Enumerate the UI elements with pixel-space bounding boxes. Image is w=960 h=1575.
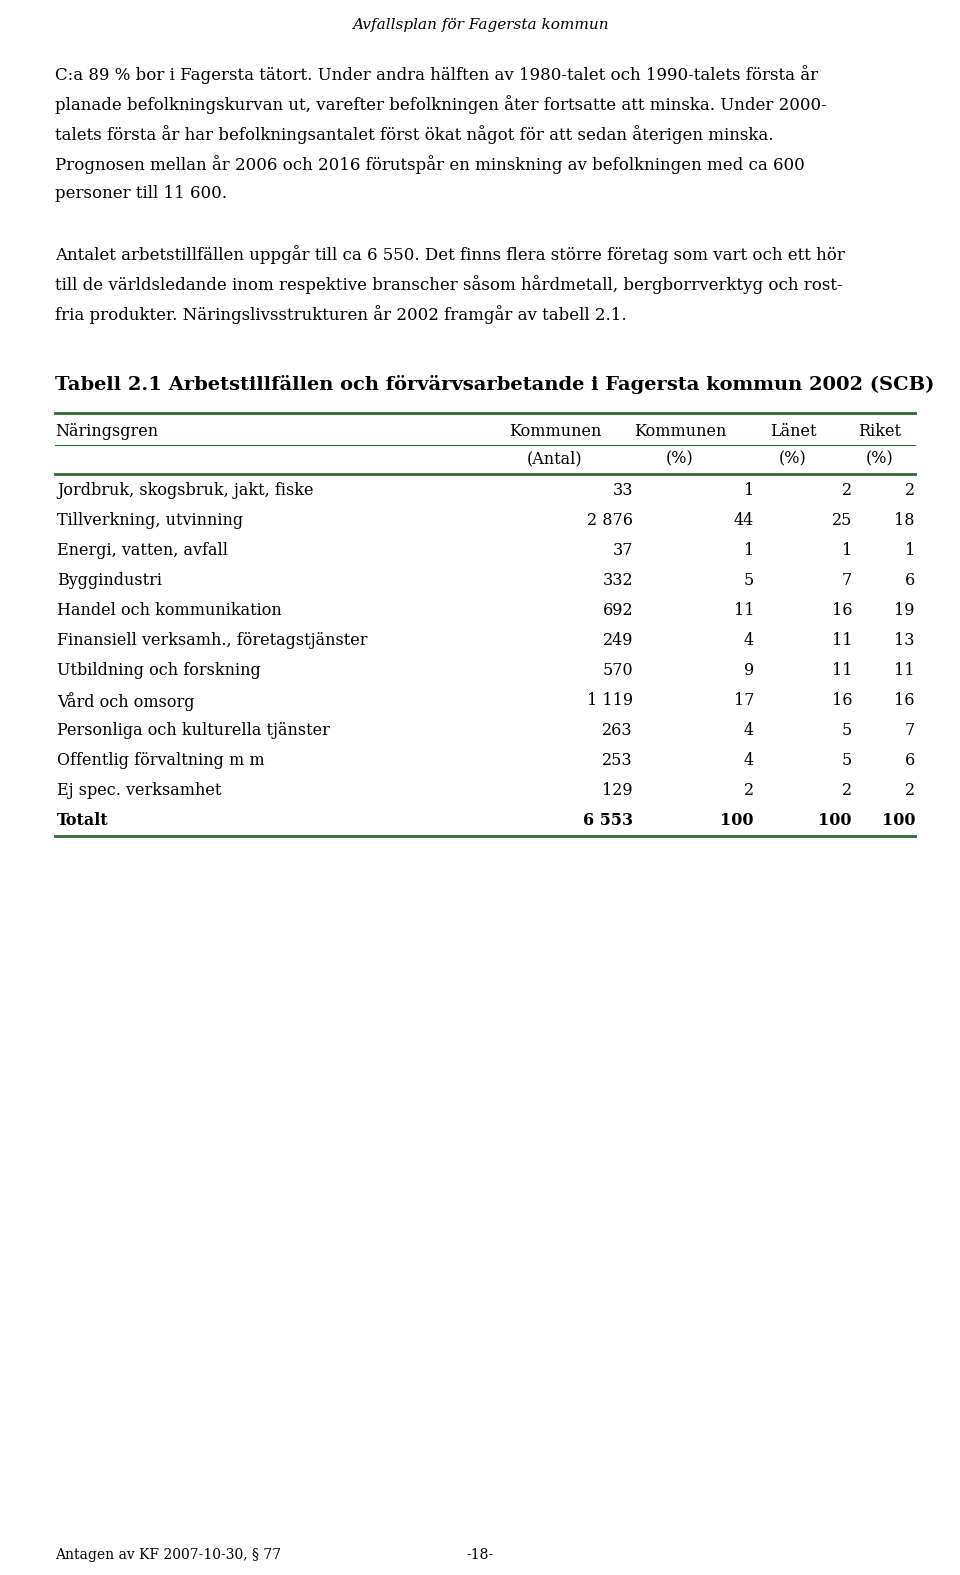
- Text: Kommunen: Kommunen: [634, 424, 726, 439]
- Text: 16: 16: [831, 691, 852, 709]
- Text: 6: 6: [904, 572, 915, 589]
- Text: 16: 16: [831, 602, 852, 619]
- Text: planade befolkningskurvan ut, varefter befolkningen åter fortsatte att minska. U: planade befolkningskurvan ut, varefter b…: [55, 94, 827, 113]
- Text: Personliga och kulturella tjänster: Personliga och kulturella tjänster: [57, 721, 330, 739]
- Text: 4: 4: [744, 751, 754, 769]
- Text: Byggindustri: Byggindustri: [57, 572, 162, 589]
- Text: 1: 1: [744, 482, 754, 499]
- Text: 11: 11: [895, 662, 915, 679]
- Text: 5: 5: [842, 751, 852, 769]
- Text: 44: 44: [733, 512, 754, 529]
- Text: (%): (%): [666, 450, 694, 468]
- Text: 253: 253: [602, 751, 633, 769]
- Text: Vård och omsorg: Vård och omsorg: [57, 691, 195, 710]
- Text: (Antal): (Antal): [527, 450, 583, 468]
- Text: 570: 570: [602, 662, 633, 679]
- Text: 249: 249: [603, 632, 633, 649]
- Text: Energi, vatten, avfall: Energi, vatten, avfall: [57, 542, 228, 559]
- Text: 25: 25: [831, 512, 852, 529]
- Text: 11: 11: [831, 632, 852, 649]
- Text: Riket: Riket: [858, 424, 901, 439]
- Text: 7: 7: [904, 721, 915, 739]
- Text: 1: 1: [842, 542, 852, 559]
- Text: 2: 2: [905, 482, 915, 499]
- Text: 6: 6: [904, 751, 915, 769]
- Text: 9: 9: [744, 662, 754, 679]
- Text: Kommunen: Kommunen: [509, 424, 601, 439]
- Text: Utbildning och forskning: Utbildning och forskning: [57, 662, 261, 679]
- Text: 4: 4: [744, 632, 754, 649]
- Text: Tillverkning, utvinning: Tillverkning, utvinning: [57, 512, 243, 529]
- Text: Finansiell verksamh., företagstjänster: Finansiell verksamh., företagstjänster: [57, 632, 368, 649]
- Text: Handel och kommunikation: Handel och kommunikation: [57, 602, 281, 619]
- Text: talets första år har befolkningsantalet först ökat något för att sedan återigen : talets första år har befolkningsantalet …: [55, 124, 774, 143]
- Text: 100: 100: [721, 813, 754, 828]
- Text: 129: 129: [602, 783, 633, 799]
- Text: 2: 2: [842, 482, 852, 499]
- Text: (%): (%): [780, 450, 806, 468]
- Text: Länet: Länet: [770, 424, 816, 439]
- Text: 17: 17: [733, 691, 754, 709]
- Text: personer till 11 600.: personer till 11 600.: [55, 184, 227, 202]
- Text: Ej spec. verksamhet: Ej spec. verksamhet: [57, 783, 222, 799]
- Text: Näringsgren: Näringsgren: [55, 424, 158, 439]
- Text: 5: 5: [842, 721, 852, 739]
- Text: Antagen av KF 2007-10-30, § 77: Antagen av KF 2007-10-30, § 77: [55, 1548, 281, 1562]
- Text: Antalet arbetstillfällen uppgår till ca 6 550. Det finns flera större företag so: Antalet arbetstillfällen uppgår till ca …: [55, 246, 845, 265]
- Text: 7: 7: [842, 572, 852, 589]
- Text: 2: 2: [842, 783, 852, 799]
- Text: 19: 19: [895, 602, 915, 619]
- Text: 1: 1: [744, 542, 754, 559]
- Text: C:a 89 % bor i Fagersta tätort. Under andra hälften av 1980-talet och 1990-talet: C:a 89 % bor i Fagersta tätort. Under an…: [55, 65, 818, 83]
- Text: 2 876: 2 876: [587, 512, 633, 529]
- Text: 11: 11: [733, 602, 754, 619]
- Text: till de världsledande inom respektive branscher såsom hårdmetall, bergborrverkty: till de världsledande inom respektive br…: [55, 276, 843, 295]
- Text: 1: 1: [904, 542, 915, 559]
- Text: 18: 18: [895, 512, 915, 529]
- Text: 4: 4: [744, 721, 754, 739]
- Text: 692: 692: [602, 602, 633, 619]
- Text: Prognosen mellan år 2006 och 2016 förutspår en minskning av befolkningen med ca : Prognosen mellan år 2006 och 2016 föruts…: [55, 154, 804, 173]
- Text: 5: 5: [744, 572, 754, 589]
- Text: 100: 100: [819, 813, 852, 828]
- Text: 332: 332: [602, 572, 633, 589]
- Text: 13: 13: [895, 632, 915, 649]
- Text: Avfallsplan för Fagersta kommun: Avfallsplan för Fagersta kommun: [351, 17, 609, 32]
- Text: 16: 16: [895, 691, 915, 709]
- Text: 37: 37: [612, 542, 633, 559]
- Text: 2: 2: [744, 783, 754, 799]
- Text: 263: 263: [602, 721, 633, 739]
- Text: 6 553: 6 553: [583, 813, 633, 828]
- Text: 2: 2: [905, 783, 915, 799]
- Text: Offentlig förvaltning m m: Offentlig förvaltning m m: [57, 751, 265, 769]
- Text: 33: 33: [612, 482, 633, 499]
- Text: -18-: -18-: [467, 1548, 493, 1562]
- Text: Tabell 2.1 Arbetstillfällen och förvärvsarbetande i Fagersta kommun 2002 (SCB): Tabell 2.1 Arbetstillfällen och förvärvs…: [55, 375, 934, 394]
- Text: 11: 11: [831, 662, 852, 679]
- Text: (%): (%): [866, 450, 894, 468]
- Text: 100: 100: [881, 813, 915, 828]
- Text: 1 119: 1 119: [587, 691, 633, 709]
- Text: fria produkter. Näringslivsstrukturen år 2002 framgår av tabell 2.1.: fria produkter. Näringslivsstrukturen år…: [55, 306, 627, 324]
- Text: Jordbruk, skogsbruk, jakt, fiske: Jordbruk, skogsbruk, jakt, fiske: [57, 482, 314, 499]
- Text: Totalt: Totalt: [57, 813, 108, 828]
